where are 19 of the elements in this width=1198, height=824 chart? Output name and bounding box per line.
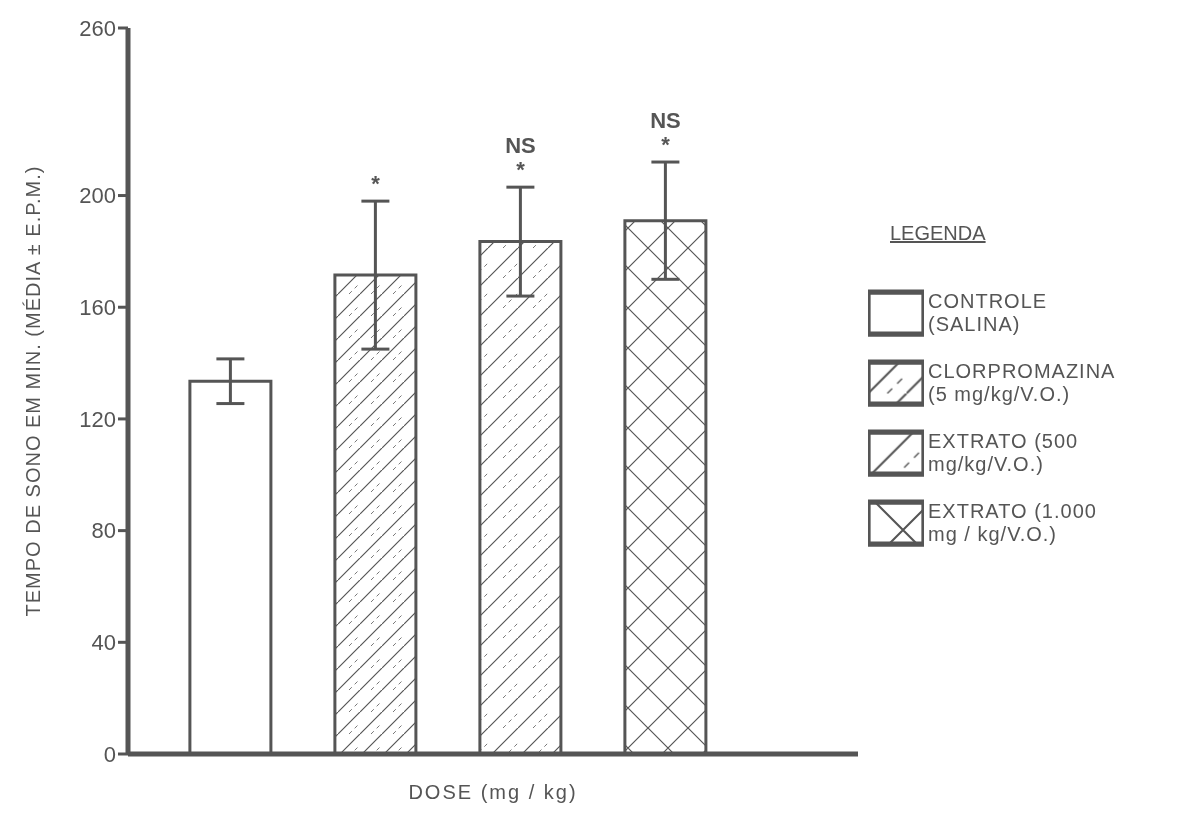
y-axis-title: TEMPO DE SONO EM MIN. (MÉDIA ± E.P.M.) [22,165,45,617]
y-tick-label: 40 [91,630,116,656]
legend-label: CONTROLE (SALINA) [928,290,1049,336]
x-axis-title: DOSE (mg / kg) [408,781,578,803]
y-tick-label: 120 [79,406,116,432]
annotation: * [661,132,671,158]
y-tick-label: 80 [91,518,116,544]
y-tick-label: 160 [79,295,116,321]
annotation: * [371,171,381,197]
legend-title: LEGENDA [890,222,986,245]
legend-label: EXTRATO (1.000 mg / kg/V.O.) [928,500,1098,546]
y-tick-label: 0 [103,741,116,767]
annotation: NS [650,108,681,134]
annotation: * [516,157,526,183]
annotation: NS [505,133,536,159]
legend-label: EXTRATO (500 mg/kg/V.O.) [928,430,1080,476]
legend-label: CLORPROMAZINA (5 mg/kg/V.O.) [928,360,1116,406]
y-tick-label: 200 [79,183,116,209]
y-tick-label: 260 [79,15,116,41]
